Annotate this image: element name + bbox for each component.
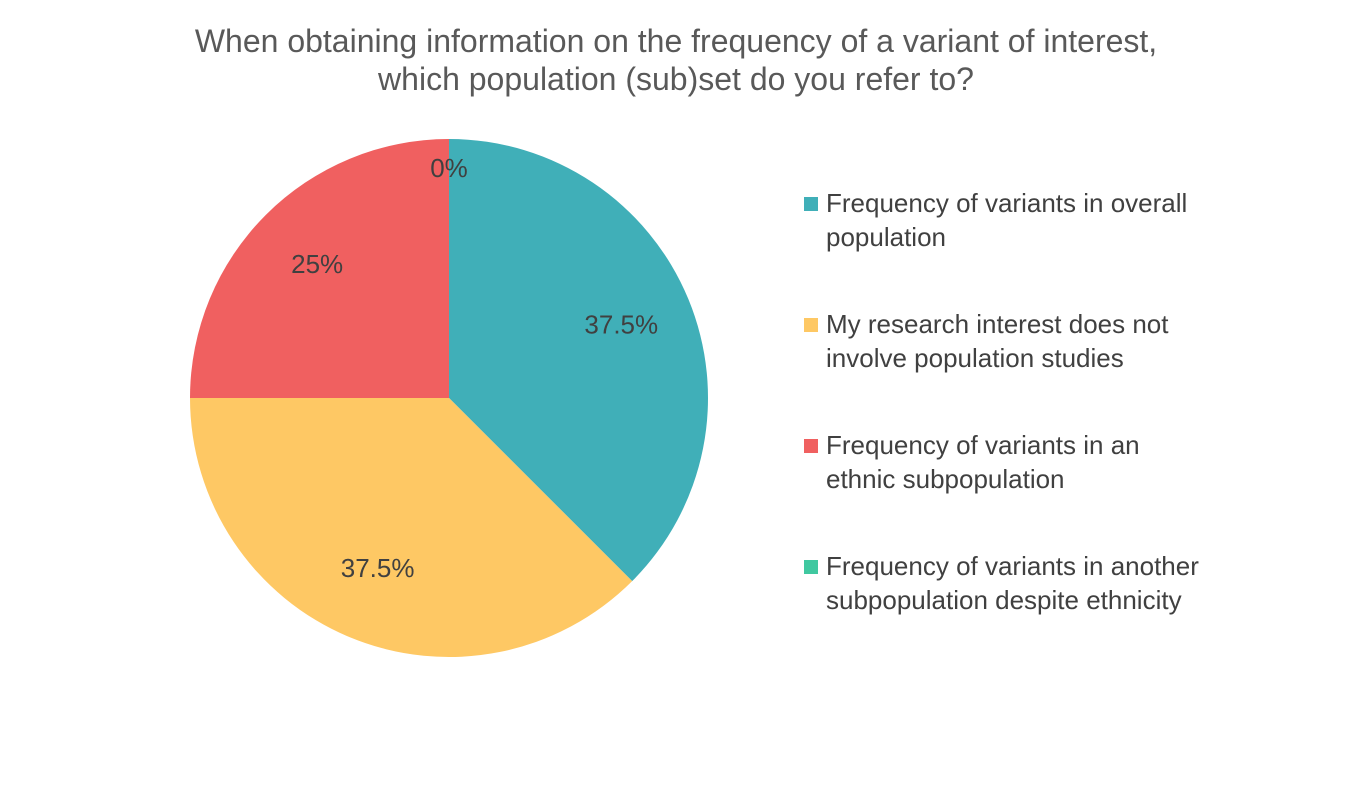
legend-label-line-1: Frequency of variants in another xyxy=(826,551,1199,581)
slice-label-ethnic-subpopulation: 25% xyxy=(291,249,343,279)
legend-label-line-1: Frequency of variants in an xyxy=(826,430,1140,460)
chart-legend: Frequency of variants in overall populat… xyxy=(804,186,1264,670)
chart-title: When obtaining information on the freque… xyxy=(0,22,1352,98)
legend-label-line-2: population xyxy=(826,222,946,252)
legend-item-ethnic-subpopulation: Frequency of variants in an ethnic subpo… xyxy=(804,428,1264,496)
legend-label-line-1: My research interest does not xyxy=(826,309,1169,339)
legend-item-no-population-studies: My research interest does not involve po… xyxy=(804,307,1264,375)
slice-label-overall-population: 37.5% xyxy=(584,310,658,340)
slice-label-another-subpopulation: 0% xyxy=(430,153,468,183)
legend-label-line-2: involve population studies xyxy=(826,343,1124,373)
legend-swatch-overall-population xyxy=(804,197,818,211)
legend-label-line-1: Frequency of variants in overall xyxy=(826,188,1188,218)
legend-item-overall-population: Frequency of variants in overall populat… xyxy=(804,186,1264,254)
legend-label-line-2: ethnic subpopulation xyxy=(826,464,1065,494)
chart-title-line-2: which population (sub)set do you refer t… xyxy=(378,61,974,97)
legend-swatch-no-population-studies xyxy=(804,318,818,332)
legend-label-line-2: subpopulation despite ethnicity xyxy=(826,585,1182,615)
legend-swatch-ethnic-subpopulation xyxy=(804,439,818,453)
legend-swatch-another-subpopulation xyxy=(804,560,818,574)
legend-item-another-subpopulation: Frequency of variants in another subpopu… xyxy=(804,549,1264,617)
chart-title-line-1: When obtaining information on the freque… xyxy=(194,23,1158,59)
pie-slice-ethnic-subpopulation xyxy=(190,139,449,398)
pie-slice-overall-population xyxy=(449,139,708,582)
slice-label-no-population-studies: 37.5% xyxy=(341,553,415,583)
pie-slice-no-population-studies xyxy=(190,398,633,658)
